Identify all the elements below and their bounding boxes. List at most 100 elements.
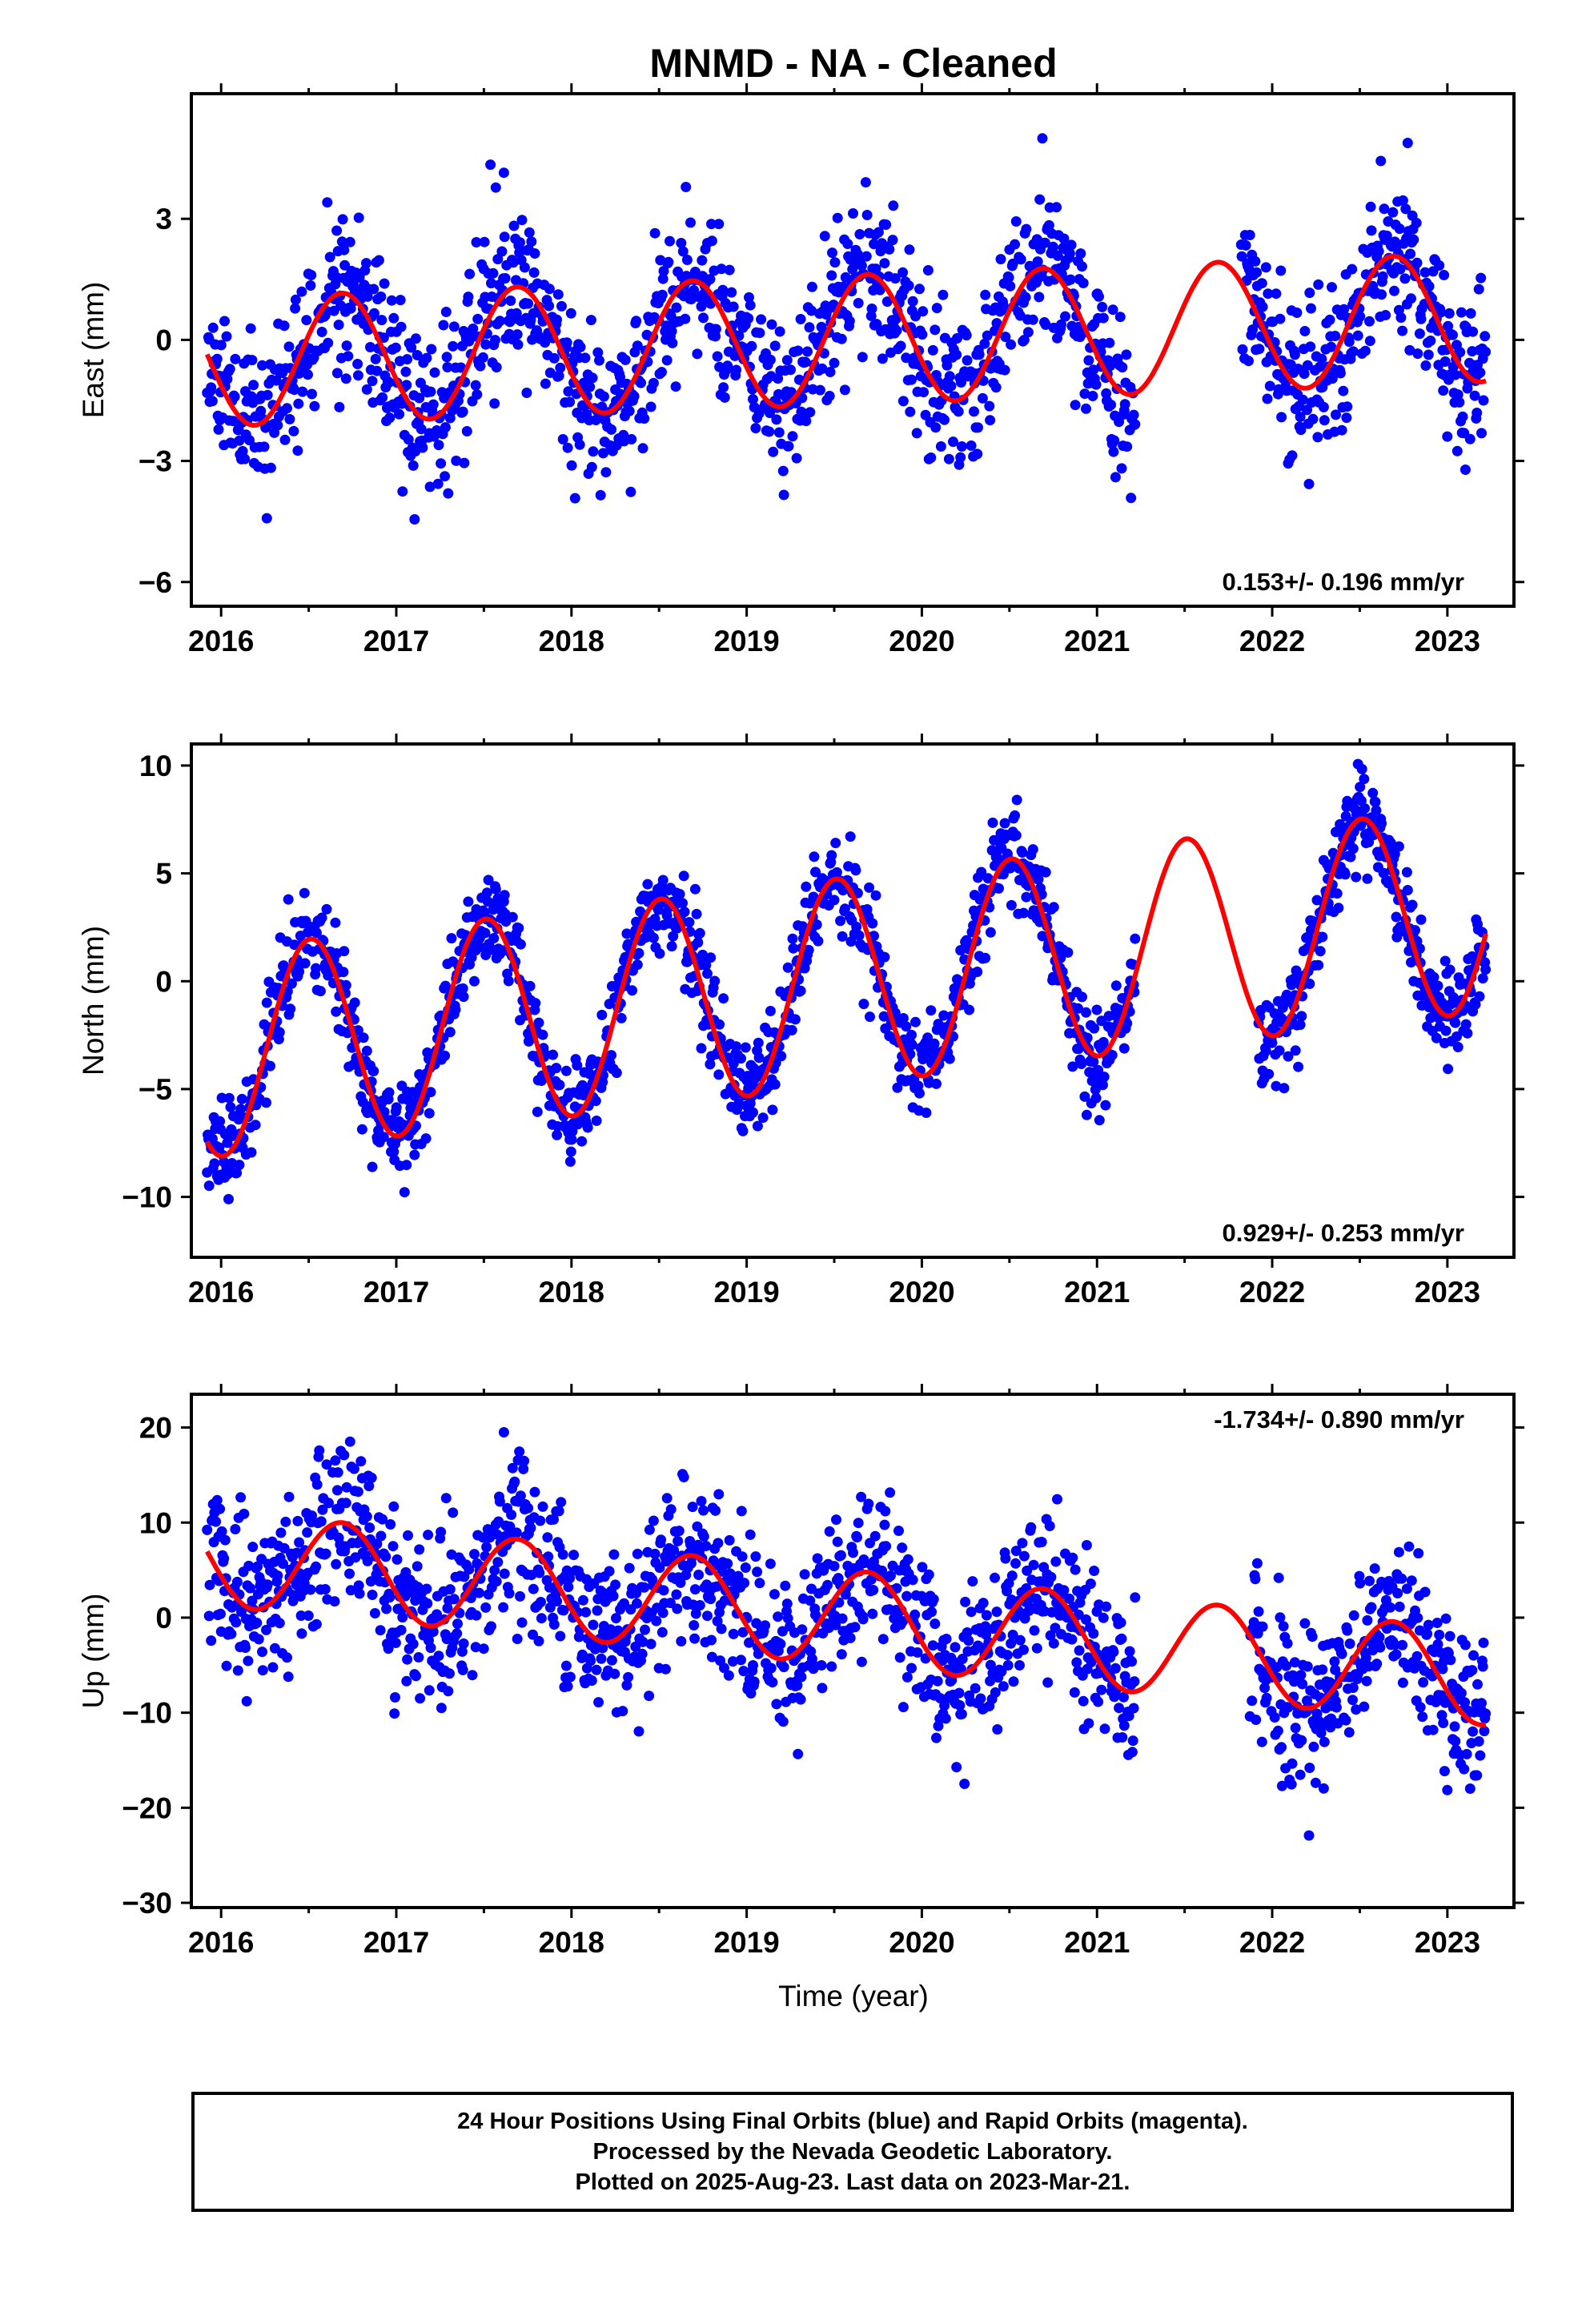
data-point: [837, 1613, 848, 1624]
data-point: [355, 1456, 367, 1467]
data-point: [788, 943, 799, 954]
data-point: [209, 1158, 220, 1169]
data-point: [864, 882, 875, 893]
data-point: [247, 1542, 259, 1553]
data-point: [690, 1608, 701, 1619]
data-point: [795, 314, 806, 324]
data-point: [1272, 1725, 1283, 1736]
data-point: [1415, 313, 1427, 324]
data-point: [576, 1136, 588, 1147]
data-point: [1460, 1697, 1471, 1708]
data-point: [1449, 1721, 1460, 1732]
data-point: [1335, 368, 1346, 379]
data-point: [929, 1038, 940, 1049]
data-point: [548, 352, 560, 364]
data-point: [1456, 1687, 1467, 1699]
data-point: [869, 931, 879, 942]
data-point: [444, 1027, 456, 1038]
data-point: [512, 329, 523, 340]
data-point: [1450, 1735, 1461, 1747]
data-point: [911, 428, 922, 439]
data-point: [1067, 1061, 1078, 1072]
data-point: [294, 1537, 305, 1548]
data-point: [1034, 194, 1046, 205]
data-point: [1468, 1726, 1479, 1737]
data-point: [1032, 256, 1043, 267]
data-point: [555, 362, 566, 373]
data-point: [964, 1004, 975, 1015]
data-point: [1473, 283, 1484, 295]
data-point: [644, 1524, 655, 1535]
data-point: [215, 1503, 226, 1514]
data-point: [1031, 1642, 1042, 1654]
data-point: [953, 406, 964, 417]
data-point: [692, 348, 703, 360]
data-point: [458, 1638, 469, 1649]
data-point: [364, 1522, 375, 1534]
data-point: [879, 951, 890, 963]
data-point: [257, 1665, 268, 1676]
data-point: [1074, 1645, 1085, 1656]
data-point: [337, 214, 348, 225]
data-point: [797, 392, 808, 404]
data-point: [1412, 1612, 1423, 1623]
data-point: [621, 1679, 632, 1691]
data-point: [1094, 291, 1104, 302]
data-point: [1052, 250, 1063, 261]
data-point: [1243, 356, 1254, 367]
data-point: [423, 1530, 434, 1541]
data-point: [1326, 341, 1337, 352]
data-point: [676, 1636, 687, 1647]
data-point: [417, 442, 428, 453]
y-tick-label: 10: [139, 750, 172, 782]
y-tick-label: 0: [155, 324, 172, 356]
data-point: [806, 281, 817, 292]
data-point: [906, 1039, 917, 1051]
north-frame: [190, 742, 1516, 1259]
data-point: [881, 1541, 892, 1552]
data-point: [1442, 431, 1453, 442]
data-point: [611, 1068, 622, 1079]
data-point: [851, 921, 862, 932]
data-point: [902, 1554, 913, 1565]
data-point: [361, 1511, 372, 1522]
data-point: [438, 320, 449, 331]
data-point: [565, 1146, 576, 1157]
data-point: [1010, 830, 1022, 841]
data-point: [219, 316, 230, 327]
data-point: [1395, 312, 1407, 324]
data-point: [1077, 261, 1087, 272]
data-point: [760, 1620, 771, 1631]
data-point: [713, 1069, 725, 1080]
data-point: [1341, 412, 1352, 424]
data-point: [826, 1661, 837, 1672]
data-point: [1359, 774, 1370, 785]
data-point: [552, 1596, 563, 1606]
data-point: [544, 283, 555, 295]
data-point: [624, 405, 635, 416]
data-point: [1397, 1639, 1408, 1651]
data-point: [408, 460, 419, 471]
data-point: [877, 353, 888, 364]
data-point: [1468, 326, 1479, 337]
data-point: [705, 1594, 717, 1605]
data-point: [748, 1660, 758, 1671]
data-point: [1096, 1684, 1107, 1695]
data-point: [856, 260, 867, 271]
data-point: [608, 1590, 619, 1602]
data-point: [1130, 419, 1141, 430]
data-point: [673, 1535, 684, 1546]
data-point: [727, 1656, 738, 1667]
data-point: [861, 251, 872, 262]
data-point: [586, 461, 597, 472]
data-point: [1276, 412, 1287, 423]
data-point: [1435, 307, 1446, 318]
data-point: [353, 212, 364, 223]
data-point: [777, 1716, 789, 1727]
data-point: [980, 289, 991, 300]
data-point: [224, 364, 235, 375]
data-point: [1395, 263, 1406, 275]
data-point: [1273, 1572, 1284, 1583]
data-point: [940, 1713, 951, 1724]
data-point: [420, 1133, 432, 1144]
